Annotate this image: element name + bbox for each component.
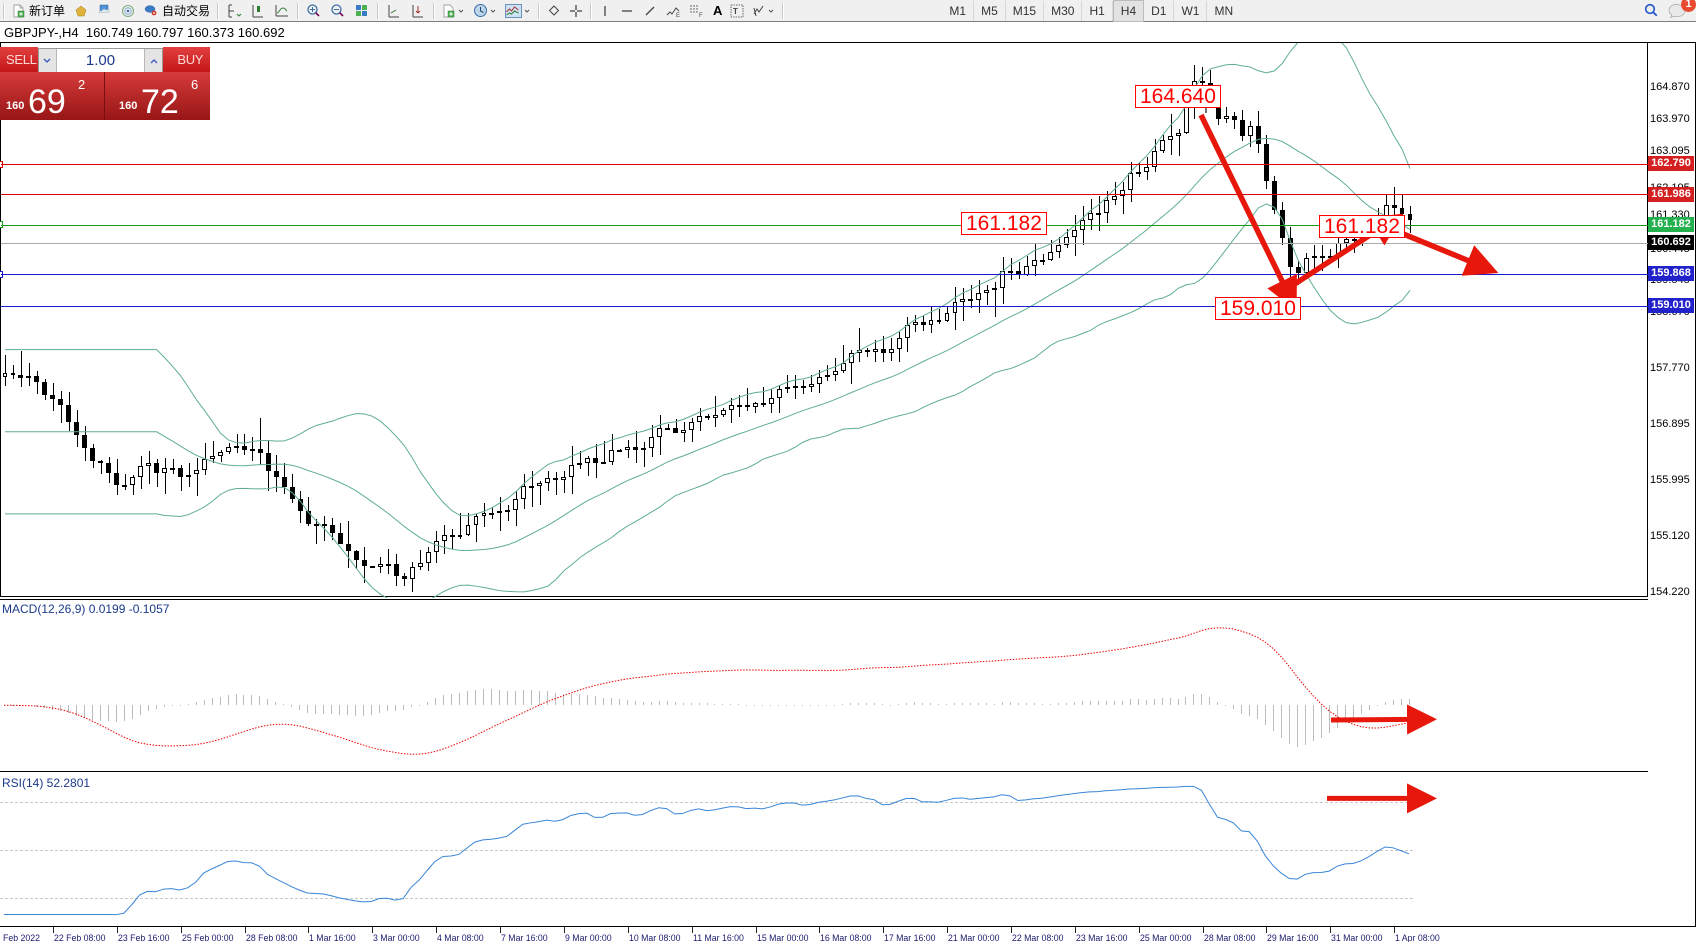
svg-text:E: E	[676, 13, 680, 18]
svg-text:T: T	[733, 7, 738, 16]
svg-text:F: F	[699, 13, 703, 18]
